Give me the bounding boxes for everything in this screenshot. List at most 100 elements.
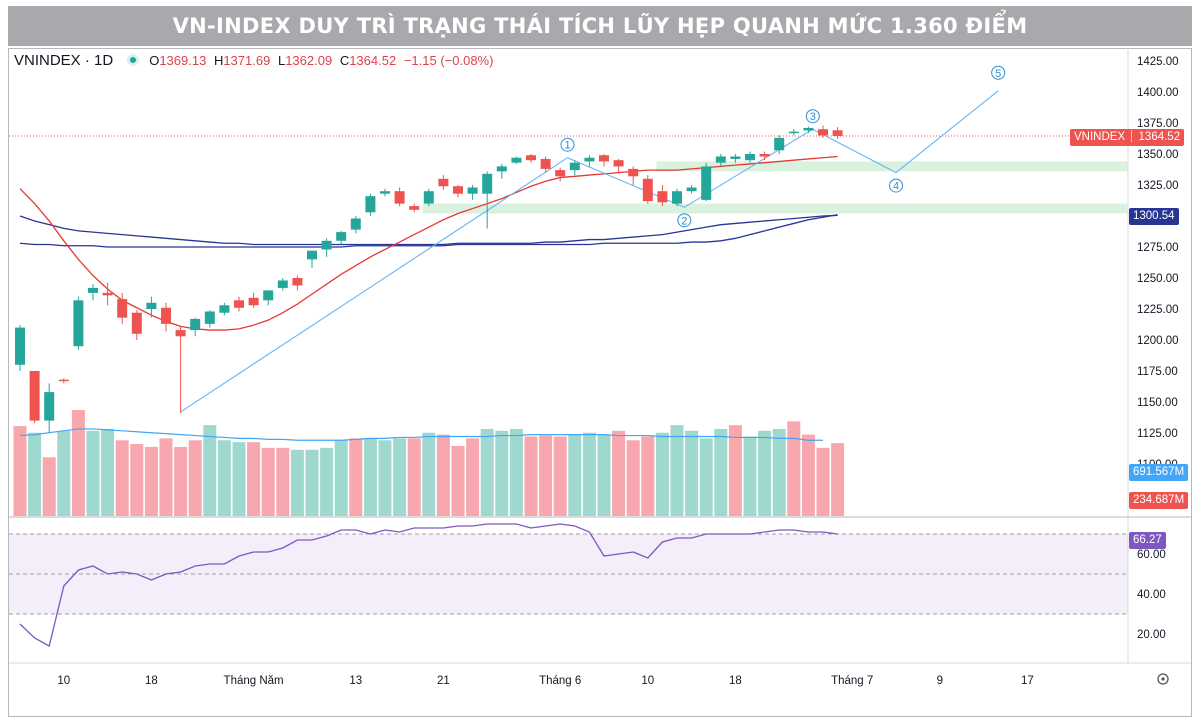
volume-bar [188, 440, 202, 516]
candle [219, 302, 230, 316]
candle-body [438, 178, 449, 187]
candle-body [453, 186, 463, 194]
price-tag-value: 1364.52 [1138, 131, 1181, 143]
candle [788, 129, 799, 136]
candle-body [788, 131, 799, 134]
candle-body [701, 166, 712, 200]
candle-body [292, 278, 303, 286]
candle-body [423, 191, 434, 204]
ma-red-line [19, 155, 838, 331]
candle [540, 156, 551, 173]
volume-bar [714, 428, 728, 516]
candle [759, 151, 770, 161]
candle-body [146, 302, 157, 309]
candle [190, 317, 201, 337]
elliott-wave-line [180, 90, 999, 413]
low-value: 1362.09 [285, 53, 333, 68]
candle [686, 185, 697, 194]
price-tick-label: 1250.00 [1137, 273, 1179, 285]
candle-body [803, 127, 814, 131]
price-tick-label: 1425.00 [1137, 56, 1179, 68]
volume-bar [480, 428, 494, 516]
time-tick-label: Tháng Năm [224, 675, 284, 687]
wave-label-circle [805, 109, 820, 124]
volume-bar [772, 428, 786, 516]
candle-body [832, 130, 843, 136]
candle-body [88, 287, 98, 293]
price-tick-label: 1125.00 [1137, 428, 1178, 440]
candle-body [569, 162, 580, 171]
candle [292, 275, 303, 291]
axis-settings-icon[interactable] [1157, 673, 1169, 685]
volume-bar [422, 432, 436, 516]
candle [131, 310, 142, 340]
volume-bar [101, 428, 115, 516]
candle-body [584, 157, 595, 162]
candle-body [131, 312, 142, 334]
volume-bar [451, 445, 465, 516]
price-tick-label: 1375.00 [1137, 118, 1179, 130]
candle-body [175, 330, 186, 337]
candle [657, 185, 668, 207]
volume-bar [334, 440, 348, 516]
candle-body [686, 187, 697, 192]
volume-bar [290, 449, 304, 516]
wave-label-4: 4 [889, 178, 903, 193]
candle [818, 125, 828, 138]
wave-label-text: 1 [564, 140, 570, 152]
candle-body [672, 191, 682, 204]
ma-blue-line-1 [19, 214, 838, 246]
candle [29, 371, 40, 424]
candle [88, 284, 98, 301]
volume-bar [655, 432, 669, 516]
volume-bar [524, 436, 538, 516]
candle [774, 135, 785, 154]
candle [745, 151, 755, 163]
candle [350, 216, 361, 234]
time-tick-label: 9 [937, 675, 943, 687]
low-key: L [277, 53, 286, 68]
time-tick-label: 18 [729, 675, 742, 687]
wave-label-circle [677, 213, 692, 228]
candle-body [350, 218, 361, 230]
candle [394, 187, 405, 207]
candle-body [161, 307, 171, 324]
volume-bar [305, 449, 319, 516]
volume-bar [816, 447, 830, 516]
candle [204, 310, 215, 328]
candle [248, 292, 259, 308]
candle-body [409, 206, 420, 210]
volume-bar [71, 410, 85, 516]
candle [277, 278, 288, 291]
candle [526, 154, 536, 163]
volume-bar [320, 447, 334, 516]
candle [672, 188, 682, 207]
candle-body [540, 158, 551, 169]
candle-body [818, 129, 828, 136]
price-tick-label: 1150.00 [1137, 397, 1178, 409]
close-key: C [339, 53, 350, 68]
candle [409, 203, 420, 213]
volume-bar [261, 447, 275, 516]
volume-bar [641, 436, 655, 516]
volume-bar [28, 432, 42, 516]
candle-body [467, 187, 478, 194]
volume-bar [509, 428, 523, 516]
volume-bar [203, 425, 217, 516]
candle-body [599, 155, 609, 162]
price-tick-label: 1225.00 [1137, 304, 1179, 316]
time-tick-label: Tháng 7 [831, 675, 873, 687]
candle [715, 154, 726, 167]
volume-bar [86, 430, 100, 516]
volume-bar [217, 440, 231, 516]
candle-body [526, 155, 536, 161]
volume-bar [115, 440, 129, 516]
candle-body [642, 178, 653, 202]
symbol-label[interactable]: VNINDEX · 1D [14, 52, 114, 69]
volume-bar [378, 440, 392, 516]
ma-tag: 1300.54 [1129, 208, 1179, 225]
candle-body [307, 250, 317, 260]
candle-body [730, 156, 741, 159]
price-tick-label: 1325.00 [1137, 180, 1179, 192]
